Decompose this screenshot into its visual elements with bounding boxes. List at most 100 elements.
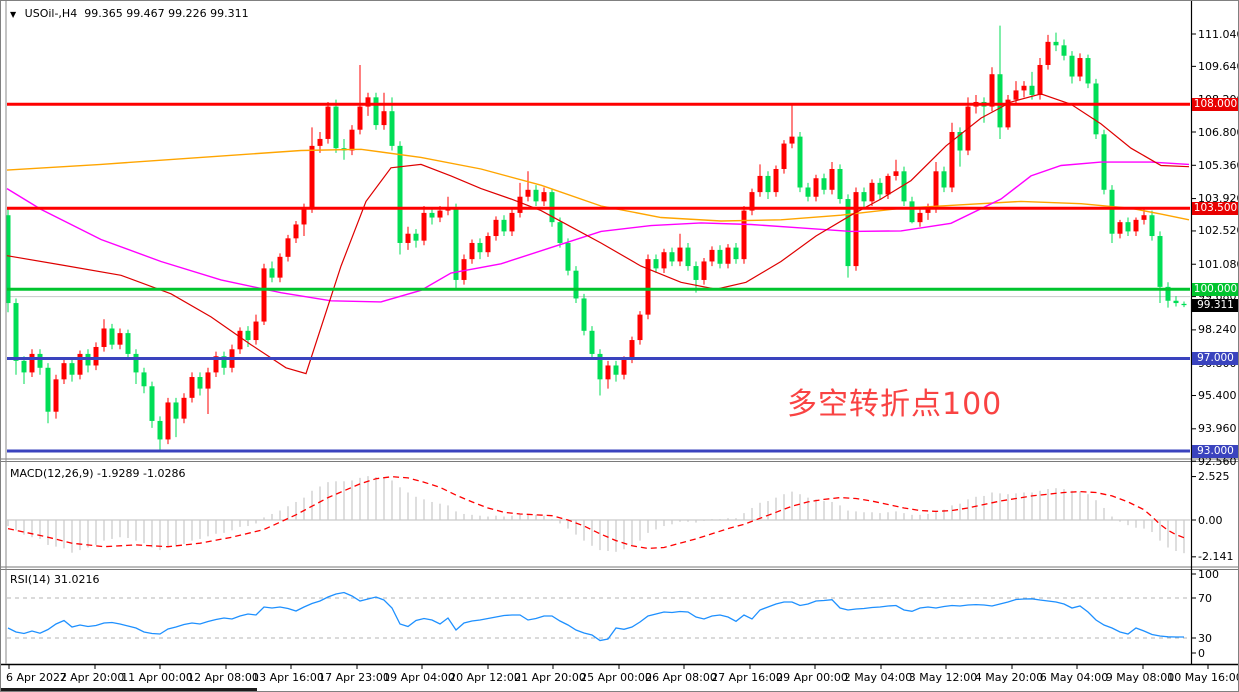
candle-body bbox=[165, 402, 171, 440]
candle-body bbox=[381, 111, 387, 126]
candle-body bbox=[701, 261, 707, 280]
candle-body bbox=[653, 259, 659, 269]
candle-body bbox=[621, 358, 627, 375]
candle-body bbox=[949, 132, 955, 188]
candle-body bbox=[805, 187, 811, 197]
candle-body bbox=[613, 365, 619, 375]
chart-title: ▼ USOil-,H4 99.365 99.467 99.226 99.311 bbox=[10, 7, 249, 20]
candle-body bbox=[253, 321, 259, 341]
candle-body bbox=[741, 210, 747, 260]
price-level-badge: 97.000 bbox=[1192, 352, 1238, 366]
candle-body bbox=[509, 212, 515, 232]
candle-body bbox=[269, 268, 275, 278]
candle-body bbox=[101, 328, 107, 347]
price-level-badge: 93.000 bbox=[1192, 444, 1238, 458]
candle-body bbox=[1181, 303, 1187, 306]
price-axis-label: 98.240 bbox=[1198, 323, 1237, 337]
time-axis-label: 4 May 20:00 bbox=[974, 671, 1044, 684]
candle-body bbox=[893, 171, 899, 176]
candle-body bbox=[581, 298, 587, 331]
candle-body bbox=[461, 259, 467, 280]
candle-body bbox=[261, 268, 267, 322]
macd-values: -1.9289 -1.0286 bbox=[97, 467, 186, 480]
candle-body bbox=[205, 372, 211, 389]
candle-body bbox=[237, 330, 243, 350]
macd-scale-label: 0.00 bbox=[1198, 513, 1223, 527]
candle-body bbox=[37, 353, 43, 368]
candle-body bbox=[693, 266, 699, 280]
candle-body bbox=[989, 74, 995, 107]
candle-body bbox=[845, 199, 851, 267]
candle-body bbox=[813, 178, 819, 197]
candle-body bbox=[93, 346, 99, 366]
time-axis-label: 25 Apr 00:00 bbox=[580, 671, 652, 684]
candle-body bbox=[885, 175, 891, 195]
candle-body bbox=[293, 224, 299, 239]
candle-body bbox=[1141, 215, 1147, 220]
candle-body bbox=[405, 233, 411, 243]
time-axis-label: 26 Apr 08:00 bbox=[645, 671, 717, 684]
candle-body bbox=[629, 340, 635, 359]
candle-body bbox=[917, 212, 923, 223]
candle-body bbox=[429, 212, 435, 218]
candle-body bbox=[957, 132, 963, 151]
candle-body bbox=[997, 74, 1003, 128]
candle-body bbox=[1173, 300, 1179, 304]
ma-magenta-line bbox=[6, 161, 1190, 303]
candle-body bbox=[501, 219, 507, 232]
candle-body bbox=[485, 236, 491, 253]
candle-body bbox=[69, 363, 75, 375]
rsi-scale-label: 100 bbox=[1198, 567, 1219, 581]
time-axis-label: 20 Apr 12:00 bbox=[449, 671, 521, 684]
candle-body bbox=[437, 210, 443, 218]
price-axis-label: 101.080 bbox=[1198, 257, 1239, 271]
candle-body bbox=[349, 129, 355, 151]
price-axis-label: 92.560 bbox=[1198, 454, 1237, 468]
candle-body bbox=[925, 208, 931, 213]
candle-body bbox=[285, 238, 291, 257]
candle-body bbox=[213, 356, 219, 373]
candle-body bbox=[333, 106, 339, 149]
candle-body bbox=[493, 219, 499, 237]
candle-body bbox=[637, 314, 643, 341]
time-axis-label: 9 May 08:00 bbox=[1105, 671, 1175, 684]
price-axis-label: 95.400 bbox=[1198, 389, 1237, 403]
rsi-indicator-label: RSI(14) 31.0216 bbox=[10, 573, 100, 586]
chart-text-annotation[interactable]: 多空转折点100 bbox=[787, 387, 1003, 422]
candle-body bbox=[877, 182, 883, 195]
candle-body bbox=[189, 377, 195, 398]
candle-body bbox=[181, 397, 187, 419]
candle-body bbox=[677, 247, 683, 262]
candle-body bbox=[317, 138, 323, 146]
time-axis-label: 12 Apr 08:00 bbox=[187, 671, 259, 684]
rsi-line bbox=[7, 591, 1184, 642]
ma-red-line bbox=[6, 93, 1190, 375]
candle-body bbox=[45, 367, 51, 412]
candle-body bbox=[21, 360, 27, 373]
price-level-badge: 100.000 bbox=[1192, 282, 1238, 296]
candle-body bbox=[357, 106, 363, 130]
candle-body bbox=[1005, 99, 1011, 128]
candle-body bbox=[373, 97, 379, 126]
candle-body bbox=[565, 242, 571, 271]
candle-body bbox=[29, 353, 35, 373]
candle-body bbox=[1085, 58, 1091, 84]
candle-body bbox=[109, 328, 115, 345]
candle-body bbox=[1061, 45, 1067, 56]
candle-body bbox=[1157, 236, 1163, 287]
candle-body bbox=[141, 372, 147, 387]
candle-body bbox=[661, 252, 667, 269]
candle-body bbox=[1133, 219, 1139, 232]
candle-body bbox=[1117, 222, 1123, 234]
window-bottom-edge bbox=[1, 688, 257, 691]
symbol-dropdown-arrow-icon[interactable]: ▼ bbox=[10, 9, 17, 19]
candle-body bbox=[781, 143, 787, 169]
candle-body bbox=[861, 192, 867, 202]
candle-body bbox=[1125, 222, 1131, 232]
candle-body bbox=[397, 145, 403, 243]
candle-body bbox=[1093, 83, 1099, 135]
time-axis-label: 17 Apr 23:00 bbox=[318, 671, 390, 684]
ohlc-quote-values: 99.365 99.467 99.226 99.311 bbox=[84, 7, 249, 20]
